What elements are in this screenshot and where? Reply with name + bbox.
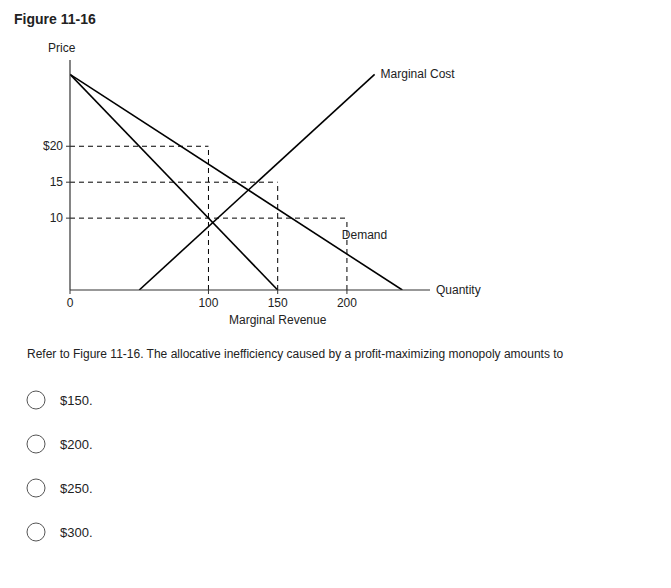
x-tick-label: 100: [198, 296, 218, 310]
guide-vertical: [277, 182, 278, 290]
curve-line: [139, 74, 374, 290]
curve-label: Marginal Cost: [381, 67, 456, 81]
x-tick: [70, 290, 71, 294]
curve-label: Demand: [342, 228, 387, 242]
choice-text: $200.: [60, 437, 93, 452]
plot-area: [70, 74, 402, 290]
title: Figure 11-16: [14, 11, 96, 27]
figure: Figure 11-16 0 100 150 200 10 15 $20 Price Quanti…: [0, 0, 671, 588]
choice-text: $250.: [60, 481, 93, 496]
y-tick-label: 15: [50, 175, 64, 189]
x-tick-label: 200: [337, 296, 357, 310]
x-tick: [346, 290, 347, 294]
radio-button: [27, 435, 45, 453]
choice-text: $150.: [60, 393, 93, 408]
y-tick-label: $20: [43, 139, 63, 153]
x-axis: [70, 289, 430, 290]
curve-line: [70, 74, 402, 290]
y-tick: [66, 146, 70, 147]
x-axis-label: Quantity: [436, 283, 481, 297]
x-tick-label: 0: [67, 296, 74, 310]
x-tick: [277, 290, 278, 294]
y-tick-label: 10: [50, 211, 64, 225]
y-axis: [69, 60, 70, 290]
choice-text: $300.: [60, 525, 93, 540]
y-axis-label: Price: [48, 41, 76, 55]
radio-button: [27, 391, 45, 409]
x-tick: [208, 290, 209, 294]
y-tick: [66, 182, 70, 183]
curve-label: Marginal Revenue: [229, 313, 327, 327]
question-text: Refer to Figure 11-16. The allocative in…: [27, 347, 564, 361]
x-tick-label: 150: [268, 296, 288, 310]
radio-button: [27, 523, 45, 541]
y-tick: [66, 218, 70, 219]
radio-button: [27, 479, 45, 497]
